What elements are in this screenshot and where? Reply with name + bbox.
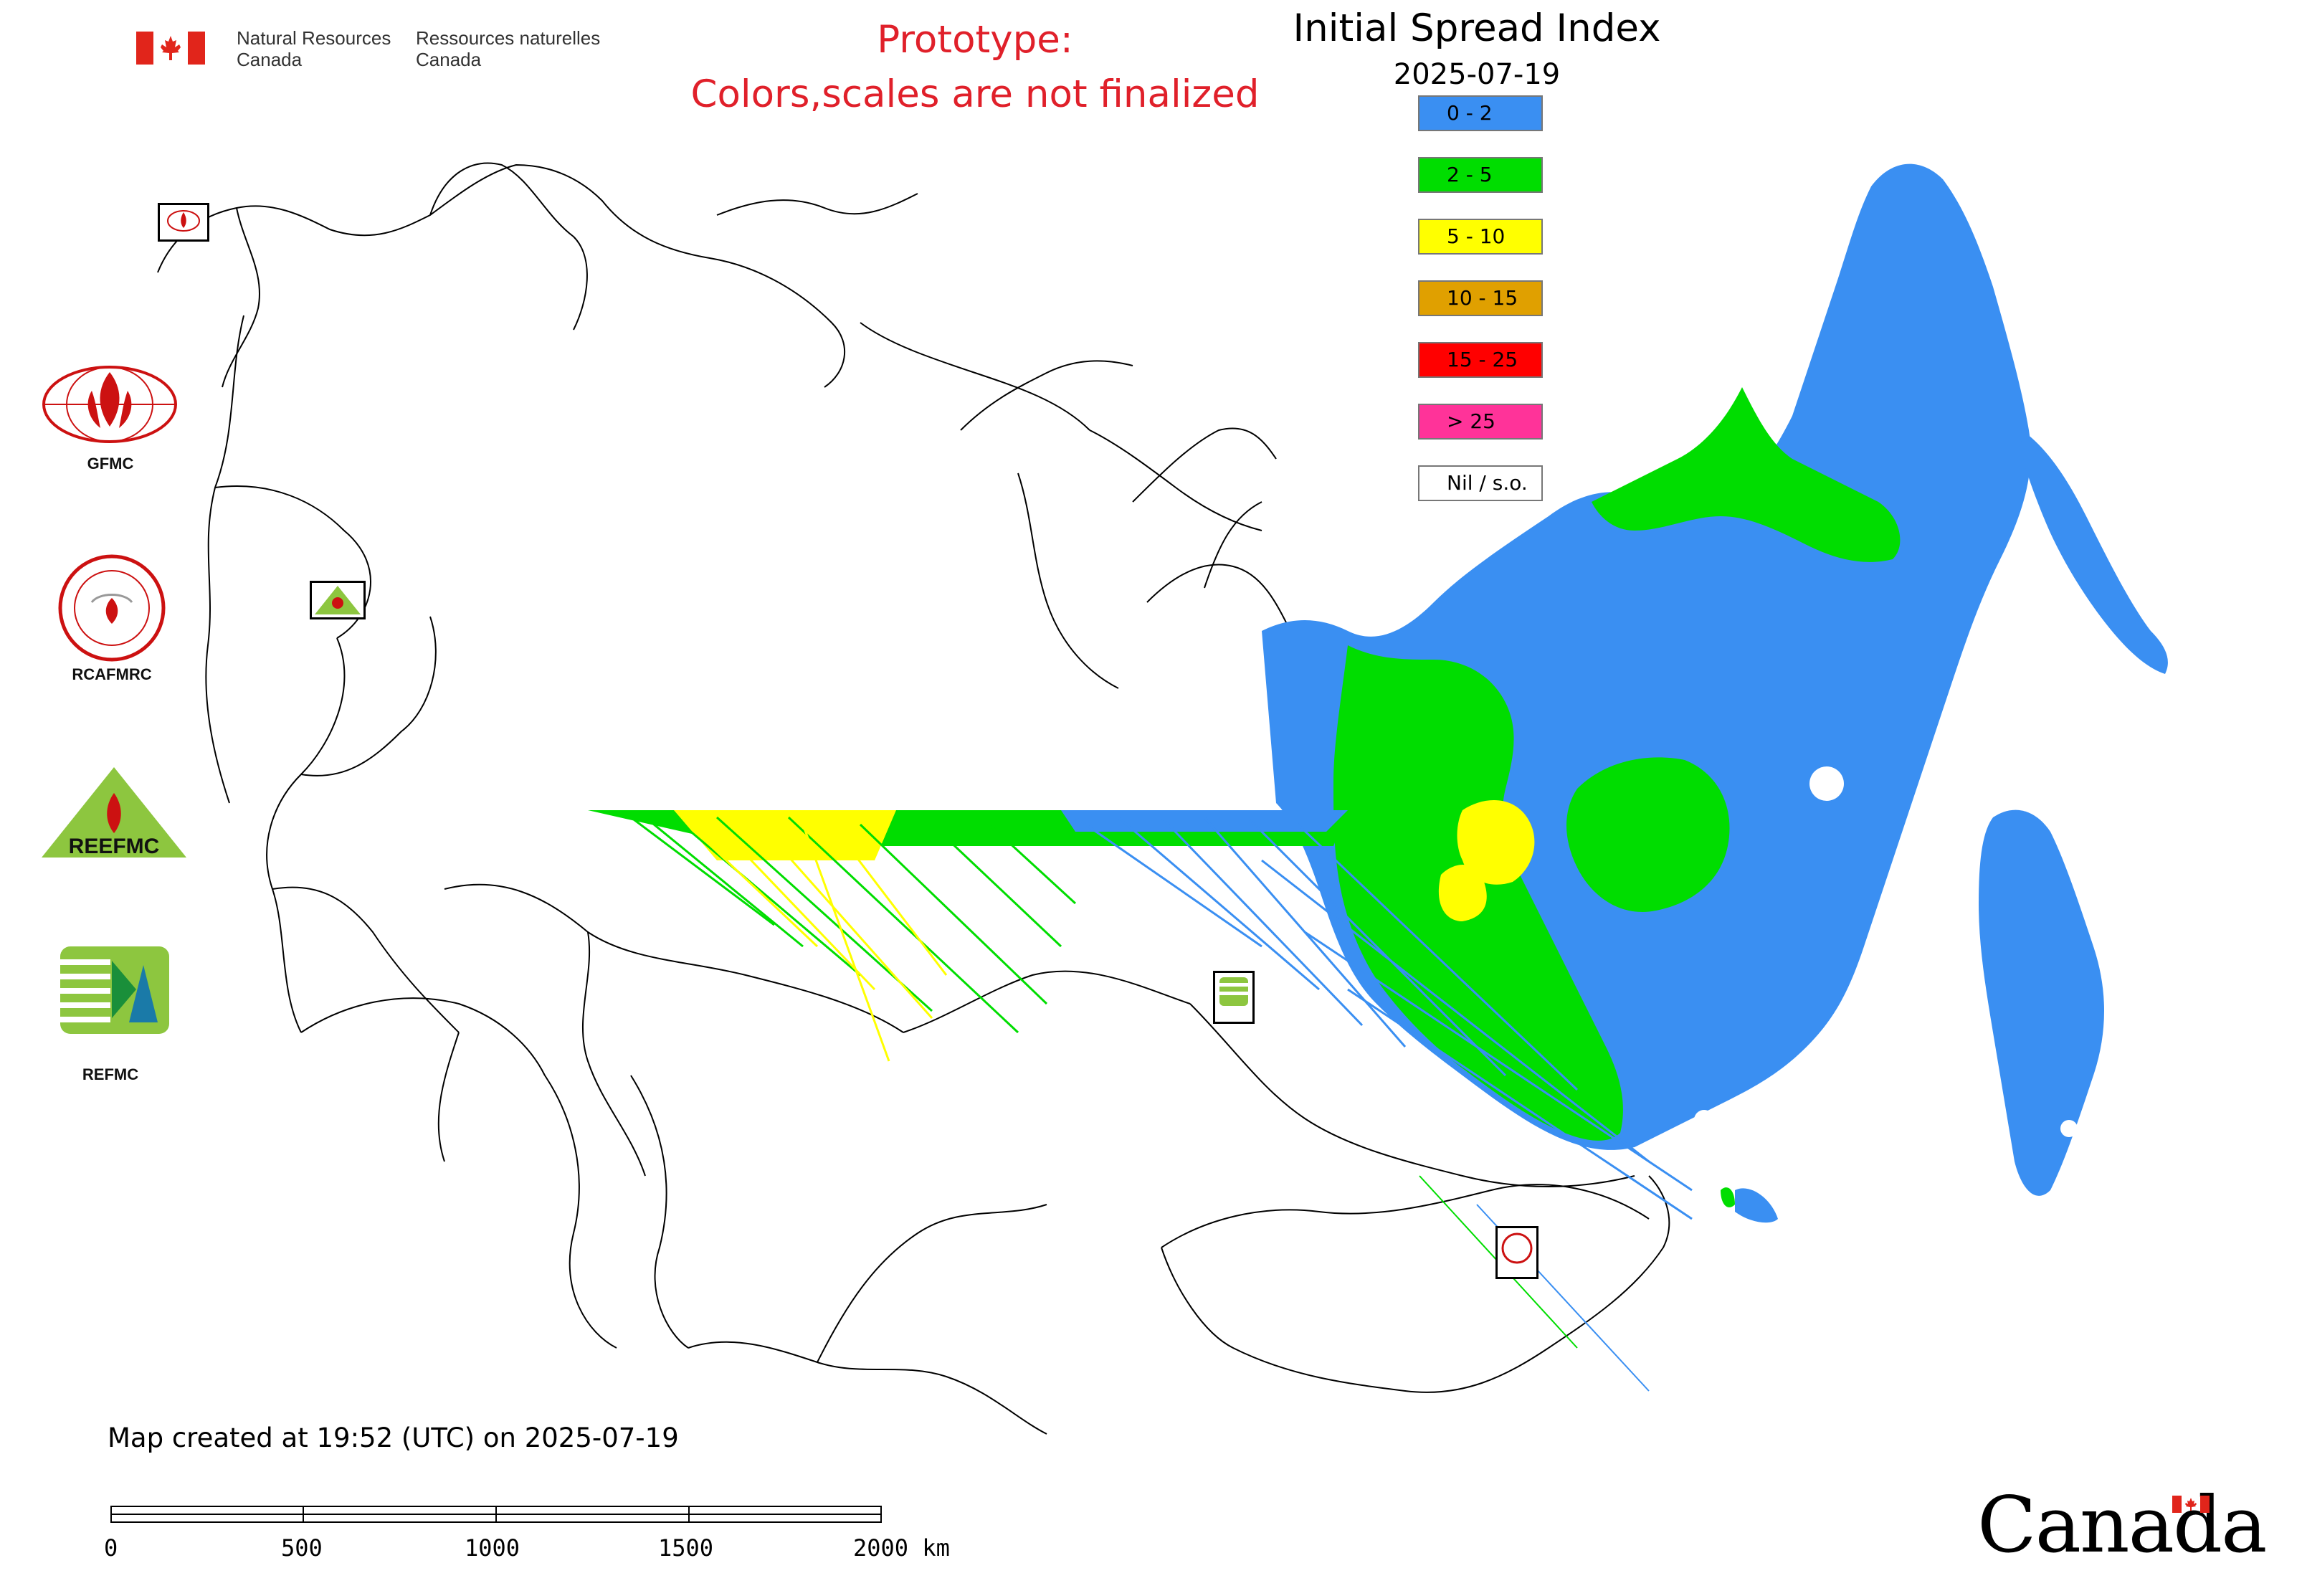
rcafmrc-caption: RCAFMRC xyxy=(72,665,152,683)
scale-bar xyxy=(110,1506,882,1523)
legend-item-15-25: 15 - 25 xyxy=(1418,342,1543,378)
scale-tick-2000: 2000 km xyxy=(853,1534,950,1562)
prototype-notice: Prototype: Colors,scales are not finaliz… xyxy=(690,18,1260,116)
reefmc-logo: REEFMC xyxy=(42,767,186,858)
refmc-marker-icon xyxy=(1219,977,1248,1006)
country-borders xyxy=(157,162,1670,1435)
legend-item-nil: Nil / s.o. xyxy=(1418,465,1543,501)
isi-zone-low-kamchatka xyxy=(1979,809,2104,1196)
gfmc-marker-icon xyxy=(167,210,200,232)
scale-tick-0: 0 xyxy=(104,1534,118,1562)
isi-zone-moderate-north xyxy=(1592,387,1901,562)
reefmc-map-marker xyxy=(310,581,366,619)
isi-zone-high-b xyxy=(1438,865,1487,921)
rcafmrc-marker-icon xyxy=(1501,1232,1533,1264)
scale-tick-500: 500 xyxy=(281,1534,323,1562)
isi-zone-high-a xyxy=(1457,800,1535,885)
agency-name-en: Natural Resources Canada xyxy=(237,27,391,70)
reefmc-wordmark: REEFMC xyxy=(69,835,160,858)
isi-zone-low-okhotsk xyxy=(2021,430,2168,674)
canada-flag-icon xyxy=(136,32,205,65)
no-data-holes xyxy=(1694,766,2078,1137)
reefmc-marker-icon xyxy=(315,586,361,614)
gfmc-logo xyxy=(42,366,177,443)
scale-tick-1500: 1500 xyxy=(658,1534,714,1562)
projection-streaks xyxy=(588,810,1693,1392)
agency-name-fr: Ressources naturelles Canada xyxy=(416,27,601,70)
map-creation-note: Map created at 19:52 (UTC) on 2025-07-19 xyxy=(108,1422,679,1453)
refmc-logo xyxy=(60,946,169,1034)
map-title: Initial Spread Index xyxy=(1293,6,1661,50)
legend-item-2-5: 2 - 5 xyxy=(1418,157,1543,193)
legend-item-10-15: 10 - 15 xyxy=(1418,280,1543,316)
wordmark-flag-icon xyxy=(2172,1496,2210,1513)
canada-wordmark: Canada xyxy=(1977,1481,2267,1570)
scale-tick-1000: 1000 xyxy=(465,1534,520,1562)
gfmc-map-marker xyxy=(158,203,209,242)
map-date: 2025-07-19 xyxy=(1393,58,1561,91)
refmc-caption: REFMC xyxy=(82,1065,139,1083)
refmc-map-marker xyxy=(1213,971,1255,1024)
legend-item-0-2: 0 - 2 xyxy=(1418,95,1543,131)
legend-item-5-10: 5 - 10 xyxy=(1418,219,1543,255)
isi-zone-moderate-central xyxy=(1566,757,1730,912)
gfmc-caption: GFMC xyxy=(87,455,134,472)
legend-item-over-25: > 25 xyxy=(1418,404,1543,440)
rcafmrc-logo xyxy=(58,554,166,662)
rcafmrc-map-marker xyxy=(1495,1226,1538,1279)
